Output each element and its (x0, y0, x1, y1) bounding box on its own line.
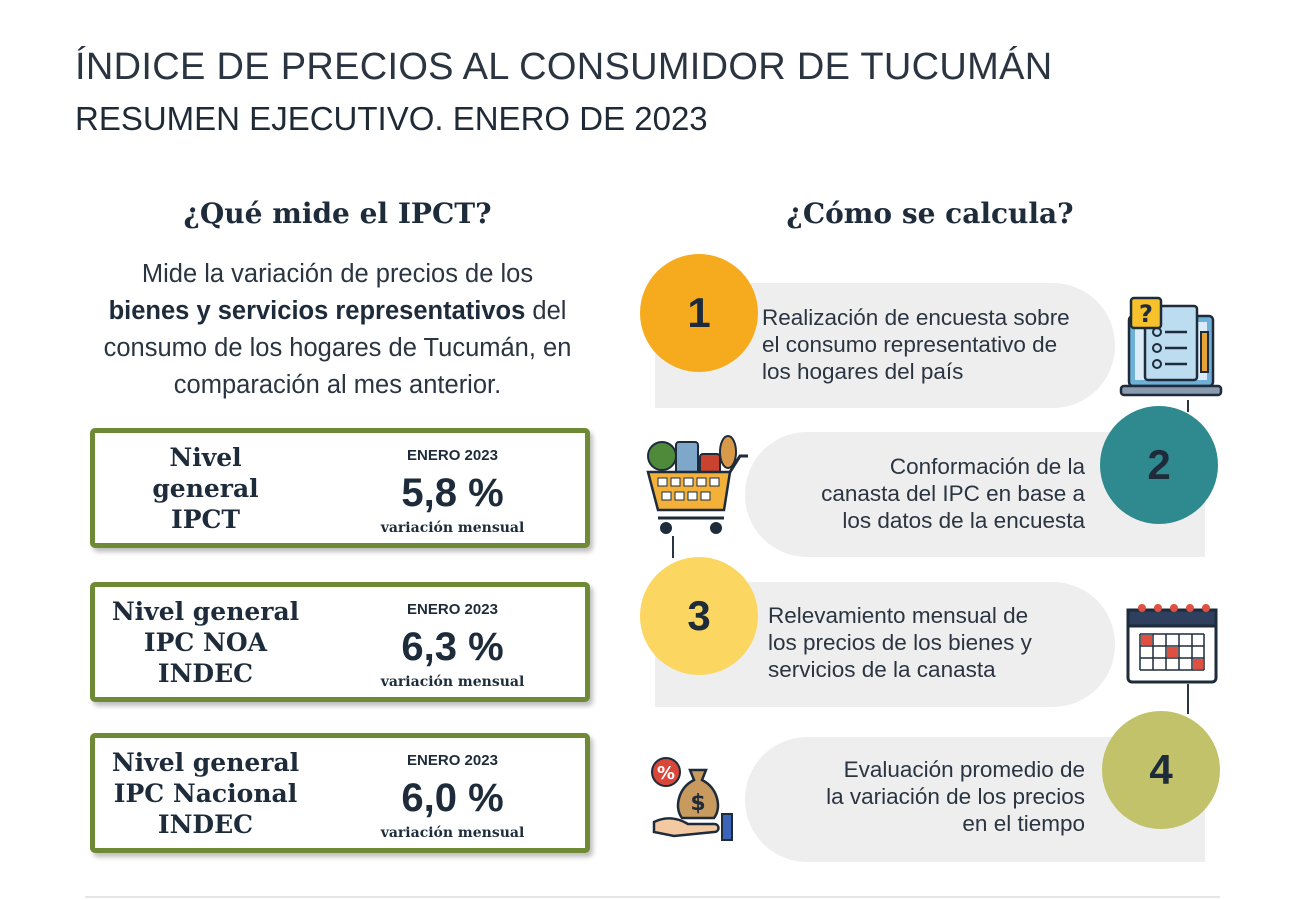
card-unit: variación mensual (380, 674, 525, 690)
description-line-1: Mide la variación de precios de los (141, 260, 534, 288)
step-4-text: Evaluación promedio de la variación de l… (826, 756, 1085, 837)
card-label-line: INDEC (157, 658, 254, 688)
section-heading-how: ¿Cómo se calcula? (786, 197, 1074, 230)
card-label: Nivel general IPCT (103, 433, 308, 543)
card-ipct: Nivel general IPCT ENERO 2023 5,8 % vari… (90, 428, 590, 548)
step-1-number: 1 (640, 254, 758, 372)
card-value: 5,8 % (401, 471, 504, 515)
card-ipc-noa: Nivel general IPC NOA INDEC ENERO 2023 6… (90, 582, 590, 702)
card-unit: variación mensual (380, 825, 525, 841)
card-period: ENERO 2023 (407, 752, 498, 769)
card-value: 6,3 % (401, 625, 504, 669)
step-line: Relevamiento mensual de (768, 603, 1029, 628)
card-value: 6,0 % (401, 776, 504, 820)
calendar-icon (1120, 598, 1220, 686)
step-line: canasta del IPC en base a (821, 481, 1085, 506)
description-bold: bienes y servicios representativos (108, 297, 526, 325)
card-unit: variación mensual (380, 520, 525, 536)
step-connector (1187, 684, 1189, 714)
step-2-text: Conformación de la canasta del IPC en ba… (821, 453, 1085, 534)
step-line: la variación de los precios (826, 784, 1085, 809)
card-label-line: Nivel (169, 442, 242, 472)
step-2-number: 2 (1100, 406, 1218, 524)
card-label: Nivel general IPC NOA INDEC (103, 587, 308, 697)
card-label: Nivel general IPC Nacional INDEC (103, 738, 308, 848)
card-label-line: INDEC (157, 809, 254, 839)
survey-laptop-icon: ? (1105, 292, 1225, 404)
svg-text:%: % (657, 763, 675, 784)
step-line: los precios de los bienes y (768, 630, 1032, 655)
svg-text:$: $ (690, 791, 705, 816)
card-label-line: general (152, 473, 259, 503)
footer-divider (85, 896, 1220, 898)
step-line: Evaluación promedio de (843, 757, 1085, 782)
page-subtitle: RESUMEN EJECUTIVO. ENERO DE 2023 (75, 100, 708, 137)
step-line: Conformación de la (889, 454, 1085, 479)
step-line: Realización de encuesta sobre (762, 305, 1070, 330)
step-line: los datos de la encuesta (842, 508, 1085, 533)
shopping-cart-icon (640, 434, 752, 538)
card-label-line: IPC Nacional (113, 778, 298, 808)
step-connector (1187, 400, 1189, 412)
step-connector (672, 536, 674, 558)
money-bag-hand-icon: % $ (644, 752, 740, 844)
step-1-text: Realización de encuesta sobre el consumo… (762, 304, 1070, 385)
card-period: ENERO 2023 (407, 601, 498, 618)
section-heading-what: ¿Qué mide el IPCT? (183, 197, 492, 230)
card-label-line: IPC NOA (143, 627, 268, 657)
card-period: ENERO 2023 (407, 447, 498, 464)
card-label-line: Nivel general (111, 596, 300, 626)
description-rest: del consumo de los hogares de Tucumán, e… (103, 297, 572, 399)
step-line: los hogares del país (762, 359, 964, 384)
step-4-number: 4 (1102, 711, 1220, 829)
page-title: ÍNDICE DE PRECIOS AL CONSUMIDOR DE TUCUM… (75, 46, 1053, 88)
ipct-description: Mide la variación de precios de los bien… (80, 256, 595, 404)
step-3-text: Relevamiento mensual de los precios de l… (768, 602, 1032, 683)
step-line: en el tiempo (962, 811, 1085, 836)
svg-text:?: ? (1139, 300, 1153, 328)
step-3-number: 3 (640, 557, 758, 675)
card-label-line: IPCT (171, 504, 240, 534)
step-line: servicios de la canasta (768, 657, 996, 682)
card-label-line: Nivel general (111, 747, 300, 777)
step-line: el consumo representativo de (762, 332, 1058, 357)
card-ipc-nacional: Nivel general IPC Nacional INDEC ENERO 2… (90, 733, 590, 853)
